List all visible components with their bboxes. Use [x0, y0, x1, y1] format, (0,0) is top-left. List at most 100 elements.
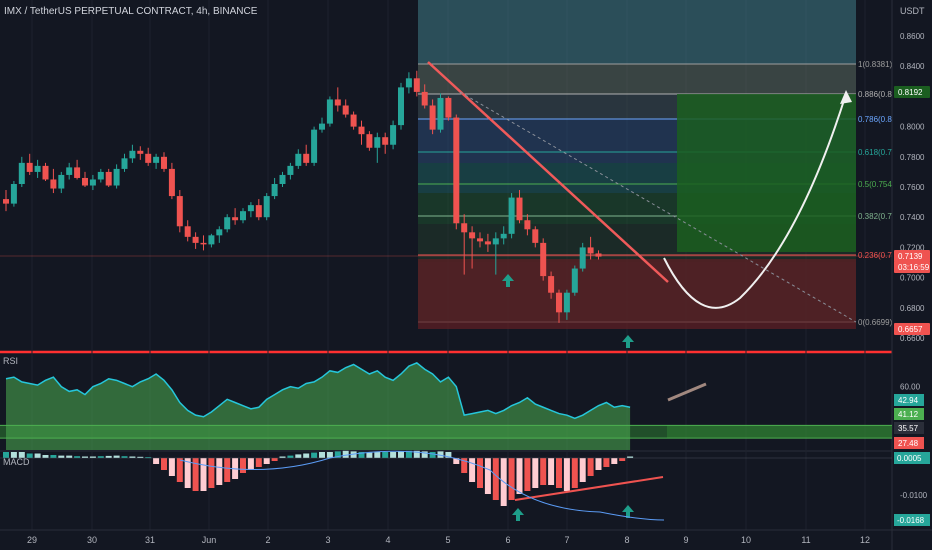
candle — [429, 99, 436, 135]
candle — [240, 208, 246, 224]
candle-body — [224, 217, 231, 230]
candle-body — [97, 171, 104, 180]
y-tick-label: 0.7200 — [900, 243, 925, 252]
macd-tag-bg — [894, 452, 930, 464]
macd-bar — [366, 452, 373, 458]
macd-bar — [326, 452, 333, 458]
macd-bar — [137, 456, 144, 458]
candle-body — [492, 238, 499, 245]
macd-tag-bg — [894, 514, 930, 526]
y-tick-label: 0.6600 — [900, 334, 925, 343]
rsi-tag-value: 41.12 — [898, 410, 919, 419]
fib-label: 0.382(0.734 — [858, 212, 901, 221]
macd-bar — [611, 458, 618, 464]
rsi-line — [5, 362, 631, 420]
x-tick-label: 6 — [505, 535, 510, 545]
candle — [247, 202, 254, 218]
macd-bar — [82, 456, 88, 458]
fib-label: 0.5(0.7540) — [858, 180, 899, 189]
candle-body — [18, 162, 25, 184]
candle-body — [153, 156, 160, 163]
candle — [445, 96, 452, 121]
x-tick-label: Jun — [202, 535, 217, 545]
candle-body — [271, 184, 278, 197]
macd-bar — [477, 458, 483, 488]
candle-body — [382, 137, 389, 145]
candle — [192, 232, 199, 249]
rsi-tick-label: 60.00 — [900, 383, 921, 392]
candle-body — [161, 156, 167, 169]
macd-bar — [382, 452, 389, 458]
candle — [232, 208, 239, 225]
candle-body — [319, 123, 325, 130]
macd-divergence-line — [514, 476, 664, 501]
macd-tag-value: 0.0005 — [897, 454, 922, 463]
macd-bar — [295, 454, 302, 458]
up-arrow-icon — [622, 505, 634, 518]
candle — [469, 226, 476, 269]
candle — [3, 190, 9, 212]
macd-bar — [334, 451, 341, 458]
candle — [263, 193, 270, 221]
macd-bar — [145, 457, 152, 459]
candle — [571, 265, 578, 296]
candle — [492, 232, 499, 275]
macd-bar — [587, 458, 594, 476]
candle-body — [484, 241, 491, 245]
macd-bar — [287, 455, 294, 458]
candle — [358, 120, 365, 145]
candle-body — [42, 165, 49, 180]
candle — [10, 180, 17, 207]
candle — [413, 70, 420, 97]
macd-bar — [461, 458, 468, 473]
candle-body — [445, 97, 452, 118]
candle-body — [556, 292, 562, 313]
candle — [137, 146, 144, 160]
macd-bar — [556, 458, 562, 488]
candle — [82, 171, 88, 188]
candle-body — [334, 99, 341, 106]
rsi-tag-bg — [894, 422, 924, 434]
candle-body — [461, 223, 468, 233]
price-unit: USDT — [900, 6, 925, 16]
candle — [89, 174, 96, 191]
x-tick-label: 5 — [445, 535, 450, 545]
candle — [453, 114, 460, 230]
macd-bar — [508, 458, 515, 500]
macd-bar — [192, 458, 199, 491]
candle — [540, 238, 547, 281]
candle — [224, 214, 231, 233]
candle-body — [532, 229, 539, 243]
macd-bar — [350, 451, 357, 458]
macd-bar — [18, 452, 25, 458]
macd-bar — [484, 458, 491, 494]
x-tick-label: 30 — [87, 535, 97, 545]
y-tick-label: 0.7800 — [900, 153, 925, 162]
candle — [271, 177, 278, 200]
macd-label: MACD — [3, 457, 30, 467]
macd-bar — [176, 458, 183, 482]
y-tick-label: 0.8600 — [900, 32, 925, 41]
macd-bar — [319, 452, 325, 458]
macd-bar — [240, 458, 246, 473]
chart-title: IMX / TetherUS PERPETUAL CONTRACT, 4h, B… — [4, 6, 258, 17]
candle — [208, 233, 215, 248]
candle — [279, 171, 286, 188]
macd-bar — [161, 458, 167, 470]
fib-zone-top — [418, 0, 856, 64]
candle-body — [168, 168, 175, 197]
candle-body — [129, 150, 136, 159]
candle — [58, 171, 65, 194]
macd-bar — [516, 458, 523, 494]
fib-label: 0.886(0.818 — [858, 90, 901, 99]
x-tick-label: 11 — [801, 535, 810, 545]
macd-bar — [421, 451, 428, 458]
candle — [113, 164, 120, 189]
macd-bar — [563, 458, 570, 491]
macd-bar — [66, 455, 73, 458]
candle-body — [311, 129, 318, 163]
candle-body — [595, 253, 602, 257]
x-tick-label: 4 — [385, 535, 390, 545]
candle-body — [121, 158, 128, 169]
fib-label: 0.786(0.802 — [858, 115, 901, 124]
